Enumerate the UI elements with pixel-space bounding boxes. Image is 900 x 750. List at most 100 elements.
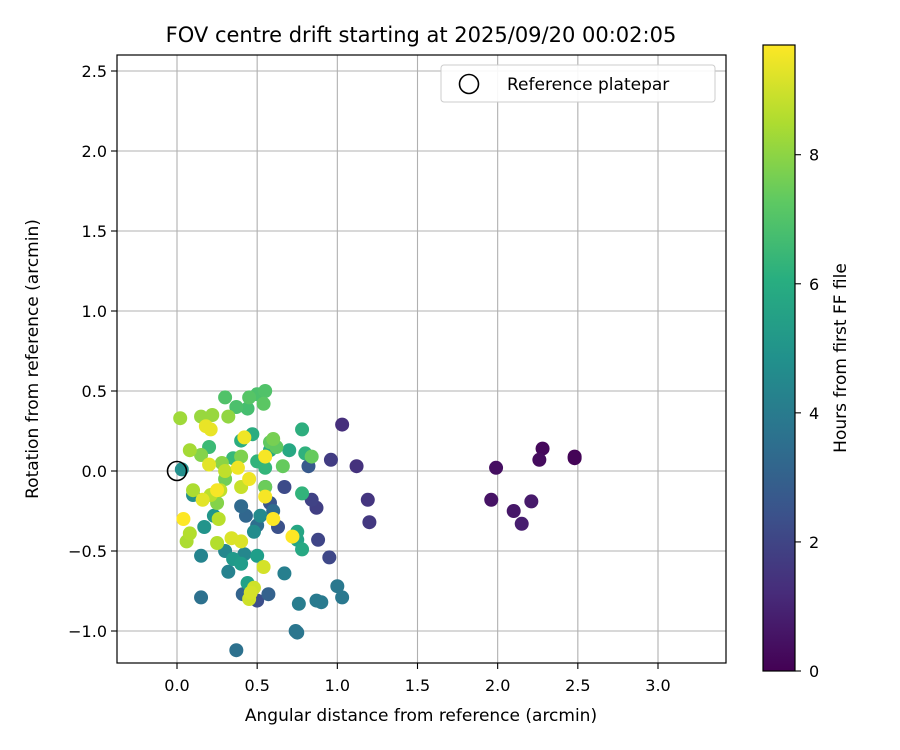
scatter-point — [266, 512, 281, 526]
y-axis-title: Rotation from reference (arcmin) — [23, 219, 43, 499]
scatter-point — [266, 432, 281, 446]
scatter-point — [323, 452, 338, 467]
scatter-point — [194, 548, 209, 563]
scatter-point — [335, 417, 350, 432]
grid — [117, 55, 726, 663]
y-tick-label: 1.5 — [82, 222, 107, 241]
colorbar-gradient — [762, 44, 796, 672]
scatter-point — [335, 590, 350, 605]
scatter-point — [285, 529, 300, 544]
scatter-point — [330, 579, 345, 594]
points-layer — [173, 384, 582, 658]
scatter-point — [514, 516, 529, 531]
scatter-point — [210, 483, 225, 498]
x-tick-label: 2.0 — [485, 676, 510, 695]
colorbar-tick-label: 0 — [809, 662, 819, 681]
axis-ticks: 0.0 0.5 1.0 1.5 2.0 2.5 3.0 −1.0 −0.5 0.0 0.5 1.0 1.… — [68, 62, 671, 695]
scatter-point — [311, 532, 326, 547]
scatter-point — [176, 512, 191, 526]
y-tick-label: 0.5 — [82, 382, 107, 401]
colorbar: 0 2 4 6 8 Hours from first FF file — [762, 44, 851, 681]
legend: Reference platepar — [440, 64, 716, 103]
chart-title: FOV centre drift starting at 2025/09/20 … — [166, 23, 677, 47]
x-tick-label: 1.5 — [405, 676, 430, 695]
scatter-point — [277, 566, 292, 581]
scatter-point — [484, 492, 499, 507]
x-tick-label: 1.0 — [325, 676, 350, 695]
scatter-point — [532, 452, 547, 467]
scatter-point — [314, 595, 329, 610]
x-axis-title: Angular distance from reference (arcmin) — [245, 706, 597, 726]
scatter-point — [230, 460, 245, 475]
scatter-point — [242, 472, 257, 486]
scatter-point — [234, 534, 249, 549]
scatter-point — [256, 396, 271, 411]
scatter-point — [360, 492, 375, 507]
y-tick-label: 2.5 — [82, 62, 107, 81]
scatter-point — [242, 390, 257, 405]
x-tick-label: 0.0 — [164, 676, 189, 695]
scatter-point — [203, 422, 218, 437]
scatter-point — [567, 451, 582, 466]
scatter-point — [202, 457, 217, 472]
scatter-point — [258, 489, 273, 504]
scatter-point — [197, 520, 212, 534]
scatter-point — [275, 459, 290, 474]
scatter-point — [524, 494, 539, 509]
scatter-point — [290, 625, 305, 640]
scatter-point — [194, 448, 209, 462]
y-tick-label: −0.5 — [68, 542, 107, 561]
scatter-point — [205, 408, 220, 422]
scatter-point — [218, 390, 233, 405]
scatter-point — [234, 556, 249, 571]
colorbar-tick-label: 6 — [809, 275, 819, 294]
scatter-point — [535, 441, 550, 456]
scatter-point — [173, 411, 188, 426]
y-tick-label: 2.0 — [82, 142, 107, 161]
reference-platepar-marker — [166, 460, 188, 482]
scatter-point — [240, 401, 255, 416]
x-tick-label: 2.5 — [565, 676, 590, 695]
scatter-point — [304, 449, 319, 464]
scatter-point — [246, 524, 261, 539]
scatter-point — [182, 443, 197, 458]
scatter-point — [194, 590, 209, 605]
y-tick-label: 1.0 — [82, 302, 107, 321]
y-tick-label: 0.0 — [82, 462, 107, 481]
legend-box — [440, 64, 716, 103]
legend-marker-icon — [458, 73, 480, 95]
scatter-point — [322, 550, 337, 565]
colorbar-tick-label: 2 — [809, 533, 819, 552]
x-tick-label: 0.5 — [244, 676, 269, 695]
scatter-point — [506, 504, 521, 518]
scatter-point — [221, 409, 236, 424]
scatter-point — [295, 486, 310, 501]
scatter-point — [258, 384, 273, 398]
scatter-point — [258, 449, 273, 464]
scatter-point — [234, 499, 249, 514]
scatter-point — [253, 508, 268, 523]
scatter-point — [295, 422, 310, 437]
scatter-point — [258, 460, 273, 475]
scatter-point — [195, 492, 210, 507]
scatter-point — [295, 542, 310, 557]
scatter-point — [489, 460, 504, 475]
scatter-point — [186, 483, 201, 498]
colorbar-tick-label: 4 — [809, 404, 819, 423]
x-tick-label: 3.0 — [645, 676, 670, 695]
scatter-point — [258, 480, 273, 494]
colorbar-ticks: 0 2 4 6 8 — [795, 146, 819, 681]
scatter-point — [234, 449, 249, 464]
legend-label: Reference platepar — [507, 75, 669, 95]
plot-frame — [116, 54, 727, 664]
scatter-point — [218, 464, 233, 478]
scatter-point — [261, 587, 276, 602]
scatter-point — [182, 526, 197, 541]
scatter-point — [362, 515, 377, 530]
scatter-point — [256, 560, 271, 574]
scatter-point — [282, 443, 297, 458]
scatter-point — [291, 596, 306, 611]
y-tick-label: −1.0 — [68, 622, 107, 641]
scatter-point — [237, 430, 252, 445]
